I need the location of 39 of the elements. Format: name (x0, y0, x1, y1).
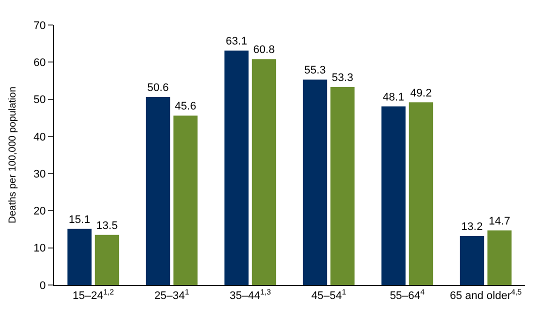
bar (460, 236, 484, 285)
y-tick-label: 30 (34, 168, 46, 180)
data-label: 63.1 (226, 36, 248, 48)
x-tick-label: 65 and older$^{4,5}$ (450, 288, 522, 302)
data-label: 13.2 (461, 220, 483, 233)
data-label: 55.3 (304, 64, 326, 77)
bar (67, 228, 92, 285)
bar (381, 106, 406, 285)
y-tick-label: 70 (34, 20, 46, 32)
y-tick-label: 20 (34, 206, 46, 218)
bar (330, 87, 355, 285)
bar (224, 50, 249, 285)
y-tick-label: 50 (34, 94, 46, 106)
x-tick-label: 55–64$^{4}$ (390, 288, 426, 302)
data-label: 45.6 (174, 100, 196, 113)
bar (408, 102, 434, 285)
bar (173, 116, 198, 285)
y-axis-title: Deaths per 100,000 population (8, 86, 19, 224)
x-tick-label: 45–54$^{1}$ (311, 288, 346, 302)
data-label: 48.1 (382, 91, 404, 104)
bar (487, 230, 512, 285)
bar (146, 97, 170, 285)
x-tick-label: 25–34$^{1}$ (154, 288, 190, 302)
data-label: 49.2 (410, 87, 432, 100)
y-tick-label: 10 (34, 242, 46, 255)
y-tick-label: 0 (40, 280, 46, 292)
x-tick-label: 15–24$^{1,2}$ (72, 288, 114, 302)
data-label: 53.3 (332, 72, 354, 84)
data-label: 14.7 (488, 215, 510, 228)
data-label: 15.1 (68, 214, 90, 226)
y-tick-label: 40 (34, 131, 46, 144)
bar (94, 234, 120, 285)
y-tick-label: 60 (34, 56, 46, 69)
bar (302, 80, 328, 285)
data-label: 60.8 (253, 44, 275, 56)
x-tick-label: 35–44$^{1,3}$ (230, 288, 271, 302)
data-label: 13.5 (96, 220, 118, 232)
data-label: 50.6 (147, 82, 169, 94)
bar (252, 59, 276, 285)
